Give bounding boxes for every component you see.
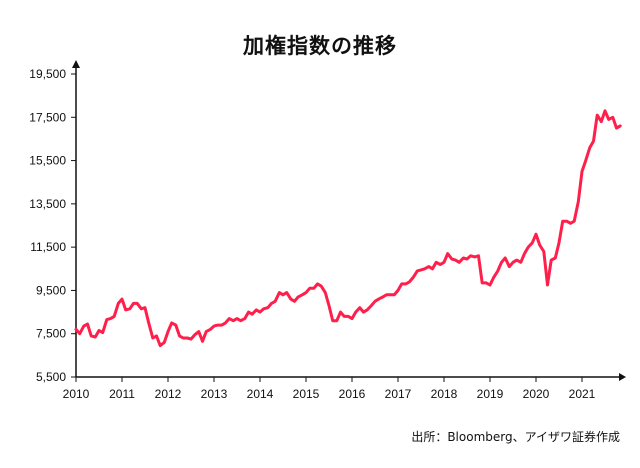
chart-axes bbox=[72, 60, 626, 381]
y-tick-label: 5,500 bbox=[36, 370, 66, 384]
x-tick-label: 2018 bbox=[431, 387, 458, 401]
x-tick-label: 2017 bbox=[385, 387, 412, 401]
y-axis-ticks: 5,500 7,500 9,500 11,500 13,500 15,500 17,500 1… bbox=[29, 67, 76, 384]
series-line bbox=[74, 109, 622, 348]
y-tick-label: 9,500 bbox=[36, 283, 66, 297]
y-tick-label: 13,500 bbox=[29, 197, 66, 211]
x-tick-label: 2012 bbox=[155, 387, 182, 401]
series-layer bbox=[74, 109, 622, 348]
y-tick-label: 11,500 bbox=[30, 240, 66, 254]
chart-source-note: 出所：Bloomberg、アイザワ証券作成 bbox=[411, 430, 620, 444]
x-tick-label: 2020 bbox=[523, 387, 550, 401]
x-tick-label: 2010 bbox=[63, 387, 90, 401]
x-tick-label: 2014 bbox=[247, 387, 274, 401]
y-tick-label: 17,500 bbox=[29, 110, 66, 124]
chart-title: 加権指数の推移 bbox=[243, 34, 397, 58]
x-axis-ticks: 2010 2011 2012 2013 2014 2015 2016 2017 2018 2019… bbox=[63, 377, 596, 401]
y-axis-arrow-icon bbox=[72, 60, 80, 68]
x-tick-label: 2016 bbox=[339, 387, 366, 401]
x-tick-label: 2015 bbox=[293, 387, 320, 401]
x-tick-label: 2019 bbox=[477, 387, 504, 401]
x-tick-label: 2013 bbox=[201, 387, 228, 401]
y-tick-label: 19,500 bbox=[29, 67, 66, 81]
x-axis-arrow-icon bbox=[619, 373, 626, 381]
y-tick-label: 15,500 bbox=[29, 154, 66, 168]
y-tick-label: 7,500 bbox=[36, 327, 66, 341]
x-tick-label: 2011 bbox=[109, 387, 135, 401]
x-tick-label: 2021 bbox=[569, 387, 596, 401]
